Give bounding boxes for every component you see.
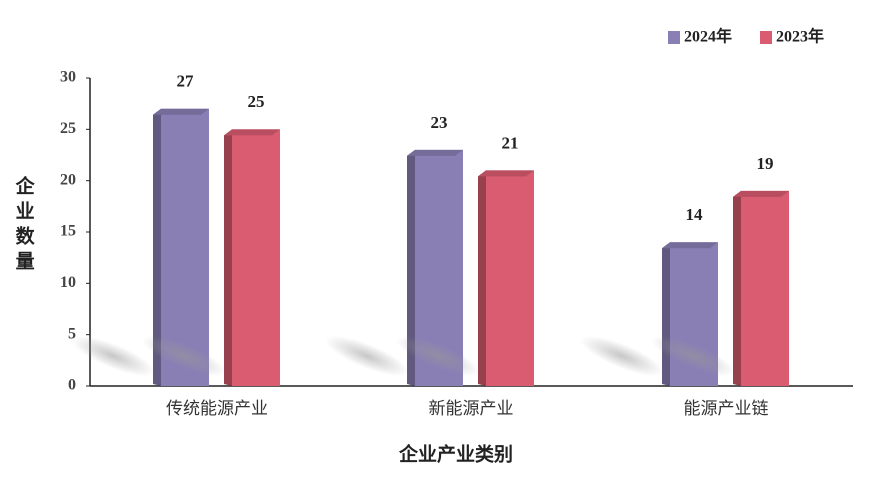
bar-top [153, 108, 209, 115]
y-tick-label: 5 [68, 325, 76, 342]
bar-shadow [325, 335, 409, 377]
y-tick-label: 15 [60, 223, 76, 240]
bar [232, 129, 280, 387]
bar-side [733, 190, 741, 386]
y-tick-label: 20 [60, 171, 76, 188]
data-label: 23 [431, 113, 448, 132]
legend-label: 2024年 [684, 27, 732, 46]
bar-shadow [396, 335, 480, 377]
bar-side [224, 129, 232, 387]
legend-label: 2023年 [776, 27, 824, 46]
bar-shadow [142, 335, 226, 377]
bar-shadow [580, 335, 664, 377]
data-label: 14 [686, 205, 704, 224]
bar-shadow [651, 335, 735, 377]
data-label: 27 [177, 72, 195, 91]
bar-top [733, 190, 789, 197]
bar-top [224, 129, 280, 136]
bar [741, 190, 789, 386]
x-tick-label: 传统能源产业 [166, 399, 268, 418]
bar [486, 170, 534, 386]
legend-swatch [760, 31, 772, 44]
x-tick-label: 新能源产业 [429, 399, 514, 418]
x-axis-title: 企业产业类别 [398, 442, 513, 465]
y-tick-label: 0 [68, 377, 76, 394]
bar-shadow [71, 335, 155, 377]
bar-side [407, 149, 415, 386]
y-tick-label: 30 [60, 69, 76, 86]
bar-side [153, 108, 161, 387]
legend-swatch [668, 31, 680, 44]
data-label: 21 [502, 133, 519, 152]
x-tick-label: 能源产业链 [684, 399, 769, 418]
data-label: 25 [248, 92, 265, 111]
y-axis-title: 企业数量 [13, 175, 36, 276]
bar-top [662, 242, 718, 249]
bar-side [478, 170, 486, 386]
bar-top [478, 170, 534, 177]
y-tick-label: 25 [60, 120, 76, 137]
y-tick-label: 10 [60, 274, 76, 291]
bar-side [662, 242, 670, 386]
data-label: 19 [757, 154, 774, 173]
bar-top [407, 149, 463, 156]
